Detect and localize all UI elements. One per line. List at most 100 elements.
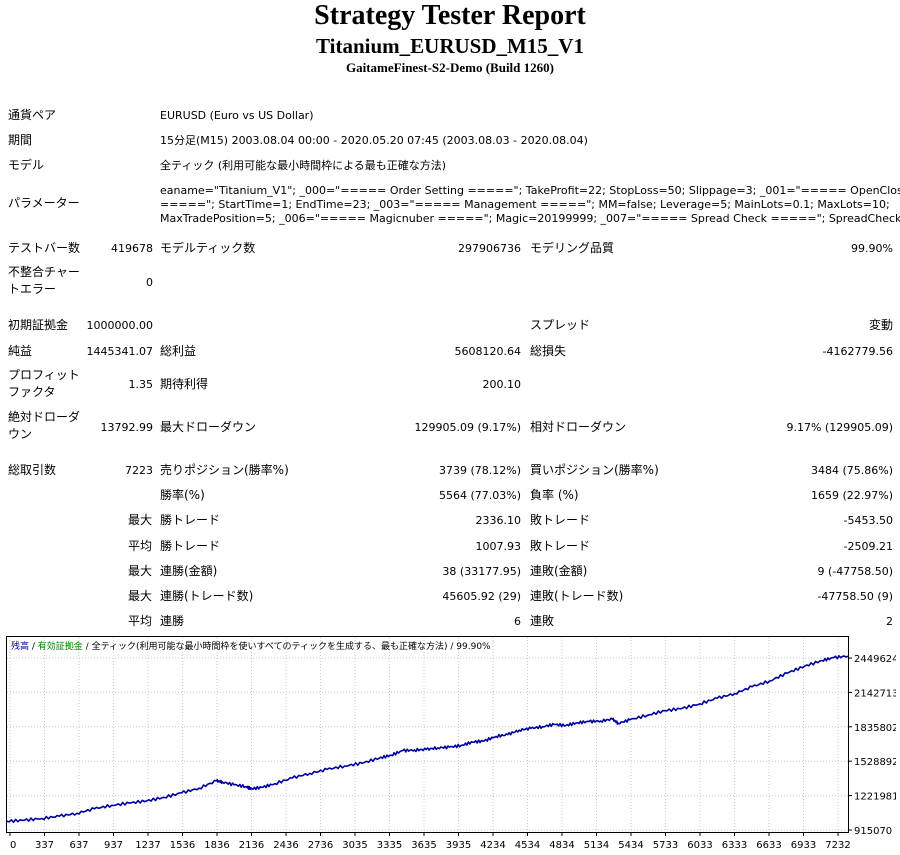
expected-payoff-value: 200.10 — [482, 378, 522, 391]
maximal-consecutive-loss-value: -47758.50 (9) — [817, 590, 893, 603]
spread-value: 変動 — [868, 318, 893, 332]
x-tick-label: 5134 — [584, 840, 609, 851]
gross-profit-value: 5608120.64 — [454, 345, 521, 358]
max-consecutive-prefix: 最大 — [127, 564, 152, 578]
x-tick-label: 6333 — [722, 840, 747, 851]
y-tick-label: 1835802 — [854, 723, 896, 734]
chart-grid — [7, 637, 848, 832]
quality-value: 99.90% — [851, 242, 893, 255]
params-line-2: ====="; StartTime=1; EndTime=23; _003="=… — [160, 198, 890, 211]
average-loss-label: 敗トレード — [530, 539, 591, 553]
net-profit-label: 純益 — [8, 344, 33, 358]
symbol-label: 通貨ペア — [8, 108, 57, 122]
maximal-consecutive-profit-label: 連勝(トレード数) — [160, 589, 254, 603]
x-tick-label: 4234 — [480, 840, 505, 851]
period-value: 15分足(M15) 2003.08.04 00:00 - 2020.05.20 … — [160, 134, 588, 147]
x-tick-label: 337 — [35, 840, 54, 851]
relative-drawdown-value: 9.17% (129905.09) — [786, 421, 893, 434]
x-tick-label: 2436 — [273, 840, 298, 851]
legend-sep-3: / — [448, 642, 457, 652]
y-tick-label: 1528892 — [854, 757, 896, 768]
y-tick-label: 1221981 — [854, 792, 896, 803]
legend-balance: 残高 — [11, 640, 29, 652]
short-positions-label: 売りポジション(勝率%) — [160, 463, 289, 477]
ticks-value: 297906736 — [458, 242, 521, 255]
x-tick-label: 3935 — [446, 840, 471, 851]
max-consecutive-wins-value: 38 (33177.95) — [442, 565, 521, 578]
x-tick-label: 3335 — [377, 840, 402, 851]
x-tick-label: 1536 — [170, 840, 195, 851]
x-tick-label: 7232 — [825, 840, 850, 851]
chart-frame — [6, 636, 849, 833]
average-consecutive-wins-value: 6 — [514, 615, 521, 628]
x-tick-label: 1237 — [135, 840, 160, 851]
maximal-consecutive-profit-value: 45605.92 (29) — [442, 590, 521, 603]
x-tick-label: 5733 — [653, 840, 678, 851]
gross-loss-label: 総損失 — [530, 344, 567, 358]
average-prefix: 平均 — [127, 539, 152, 553]
gross-profit-label: 総利益 — [160, 344, 197, 358]
average-win-label: 勝トレード — [160, 539, 221, 553]
profit-trades-label: 勝率(%) — [160, 488, 205, 502]
legend-equity: 有効証拠金 — [38, 640, 83, 652]
expected-payoff-label: 期待利得 — [160, 377, 209, 391]
gross-loss-value: -4162779.56 — [822, 345, 893, 358]
profit-factor-value: 1.35 — [128, 378, 154, 391]
x-tick-label: 3035 — [342, 840, 367, 851]
long-positions-value: 3484 (75.86%) — [810, 464, 893, 477]
symbol-value: EURUSD (Euro vs US Dollar) — [160, 109, 314, 122]
maximal-drawdown-label: 最大ドローダウン — [160, 420, 257, 434]
report-title: Strategy Tester Report — [314, 0, 586, 31]
maximal-consecutive-loss-label: 連敗(トレード数) — [530, 589, 624, 603]
max-consecutive-losses-label: 連敗(金額) — [530, 564, 588, 578]
spread-label: スプレッド — [530, 318, 591, 332]
deposit-label: 初期証拠金 — [8, 318, 69, 332]
average-consecutive-prefix: 平均 — [127, 614, 152, 628]
legend-sep-2: / — [83, 642, 92, 652]
quality-label: モデリング品質 — [530, 241, 615, 255]
x-tick-label: 937 — [104, 840, 123, 851]
max-consecutive-wins-label: 連勝(金額) — [160, 564, 218, 578]
average-loss-value: -2509.21 — [843, 540, 893, 553]
y-axis: 2449624 2142713 1835802 1528892 1221981 91507… — [848, 654, 896, 837]
x-tick-label: 0 — [10, 840, 16, 851]
params-line-1: eaname="Titanium_V1"; _000="===== Order … — [160, 184, 900, 197]
average-consecutive-wins-label: 連勝 — [160, 614, 185, 628]
model-value: 全ティック (利用可能な最小時間枠による最も正確な方法) — [160, 159, 447, 172]
average-consecutive-losses-label: 連敗 — [530, 614, 555, 628]
x-tick-label: 4834 — [549, 840, 574, 851]
params-label: パラメーター — [8, 196, 80, 210]
x-tick-label: 2736 — [308, 840, 333, 851]
x-tick-label: 2136 — [239, 840, 264, 851]
legend-sep-1: / — [29, 642, 38, 652]
x-tick-label: 5434 — [618, 840, 643, 851]
x-tick-label: 637 — [69, 840, 88, 851]
mismatch-label: 不整合チャートエラー — [8, 265, 80, 296]
short-positions-value: 3739 (78.12%) — [438, 464, 521, 477]
absolute-drawdown-label: 絶対ドローダウン — [8, 410, 81, 441]
x-tick-label: 1836 — [204, 840, 229, 851]
x-tick-label: 6933 — [791, 840, 816, 851]
total-trades-value: 7223 — [125, 464, 153, 477]
x-tick-label: 6633 — [756, 840, 781, 851]
balance-series-line — [6, 654, 849, 823]
max-consecutive-losses-value: 9 (-47758.50) — [817, 565, 893, 578]
maximal-consecutive-prefix: 最大 — [127, 589, 152, 603]
chart-legend: 残高 / 有効証拠金 / 全ティック(利用可能な最小時間枠を使いすべてのティック… — [11, 640, 491, 652]
average-win-value: 1007.93 — [475, 540, 522, 553]
params-line-3: MaxTradePosition=5; _006="===== Magicnub… — [160, 212, 900, 225]
y-tick-label: 2449624 — [854, 654, 896, 665]
deposit-value: 1000000.00 — [86, 319, 153, 332]
period-label: 期間 — [8, 133, 33, 147]
maximal-drawdown-value: 129905.09 (9.17%) — [414, 421, 521, 434]
legend-description: 全ティック(利用可能な最小時間枠を使いすべてのティックを生成する、最も正確な方法… — [92, 640, 448, 652]
total-trades-label: 総取引数 — [8, 463, 57, 477]
expert-name: Titanium_EURUSD_M15_V1 — [316, 34, 584, 58]
legend-quality: 99.90% — [456, 642, 491, 652]
ticks-label: モデルティック数 — [160, 241, 256, 255]
server-build: GaitameFinest-S2-Demo (Build 1260) — [346, 60, 554, 75]
x-axis: 0 337 637 937 1237 1536 1836 2136 2436 2736 3035 33… — [9, 832, 851, 851]
x-tick-label: 4534 — [515, 840, 540, 851]
loss-trades-value: 1659 (22.97%) — [810, 489, 893, 502]
largest-win-value: 2336.10 — [475, 514, 522, 527]
